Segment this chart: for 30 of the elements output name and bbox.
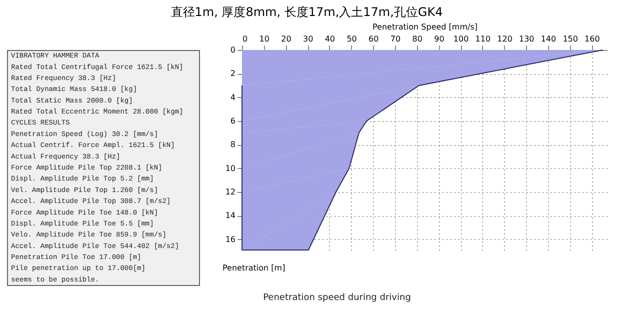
x-tick-label: 0 [242,34,248,44]
x-tick-label: 130 [518,34,534,44]
y-tick-label: 8 [230,140,236,150]
chart-title: 直径1m, 厚度8mm, 长度17m,入土17m,孔位GK4 [170,5,443,19]
x-tick-label: 160 [584,34,600,44]
y-tick-label: 10 [225,164,236,173]
y-tick-label: 14 [225,211,236,220]
y-tick-label: 4 [230,92,236,102]
x-tick-label: 70 [390,34,401,44]
y-tick-label: 12 [225,188,236,197]
x-tick-label: 100 [453,34,469,44]
y-tick-label: 16 [225,234,236,244]
y-tick-label: 2 [230,69,236,78]
x-tick-label: 90 [434,34,444,44]
x-tick-label: 120 [497,34,512,44]
x-axis-title: Penetration Speed [mm/s] [372,22,478,32]
text: Penetration speed during driving [263,293,411,303]
x-tick-label: 50 [346,34,357,44]
x-tick-label: 40 [324,34,336,44]
x-tick-label: 30 [302,34,314,44]
x-tick-label: 140 [540,34,556,44]
x-tick-label: 150 [562,34,578,44]
x-tick-label: 60 [368,34,379,44]
y-tick-label: 0 [230,46,236,54]
x-tick-label: 80 [412,34,422,44]
y-axis-title: Penetration [m] [222,264,286,272]
x-tick-label: 110 [475,34,491,44]
x-tick-label: 10 [259,34,270,44]
y-tick-label: 6 [230,116,236,126]
x-tick-label: 20 [281,34,292,44]
